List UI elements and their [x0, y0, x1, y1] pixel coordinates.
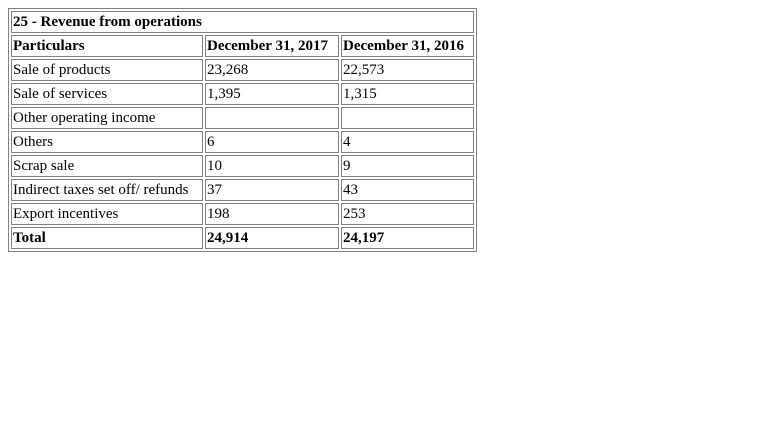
- row-label: Other operating income: [11, 107, 203, 129]
- value-2016: 253: [341, 203, 474, 225]
- column-header-2016: December 31, 2016: [341, 35, 474, 57]
- column-header-2017: December 31, 2017: [205, 35, 339, 57]
- value-2017: 37: [205, 179, 339, 201]
- total-label: Total: [11, 227, 203, 249]
- revenue-table: 25 - Revenue from operations Particulars…: [8, 8, 477, 252]
- row-label: Sale of products: [11, 59, 203, 81]
- table-row: Sale of services 1,395 1,315: [11, 83, 474, 105]
- table-row: Others 6 4: [11, 131, 474, 153]
- value-2017: 1,395: [205, 83, 339, 105]
- table-title: 25 - Revenue from operations: [11, 11, 474, 33]
- row-label: Export incentives: [11, 203, 203, 225]
- value-2017: 6: [205, 131, 339, 153]
- value-2016: 43: [341, 179, 474, 201]
- table-row: Scrap sale 10 9: [11, 155, 474, 177]
- total-2016: 24,197: [341, 227, 474, 249]
- row-label: Indirect taxes set off/ refunds: [11, 179, 203, 201]
- value-2016: [341, 107, 474, 129]
- value-2016: 4: [341, 131, 474, 153]
- value-2017: [205, 107, 339, 129]
- value-2017: 198: [205, 203, 339, 225]
- total-2017: 24,914: [205, 227, 339, 249]
- table-header-row: Particulars December 31, 2017 December 3…: [11, 35, 474, 57]
- row-label: Sale of services: [11, 83, 203, 105]
- value-2017: 10: [205, 155, 339, 177]
- value-2017: 23,268: [205, 59, 339, 81]
- table-row: Sale of products 23,268 22,573: [11, 59, 474, 81]
- column-header-particulars: Particulars: [11, 35, 203, 57]
- value-2016: 9: [341, 155, 474, 177]
- row-label: Scrap sale: [11, 155, 203, 177]
- total-row: Total 24,914 24,197: [11, 227, 474, 249]
- value-2016: 22,573: [341, 59, 474, 81]
- table-title-row: 25 - Revenue from operations: [11, 11, 474, 33]
- table-row: Other operating income: [11, 107, 474, 129]
- value-2016: 1,315: [341, 83, 474, 105]
- table-row: Indirect taxes set off/ refunds 37 43: [11, 179, 474, 201]
- table-row: Export incentives 198 253: [11, 203, 474, 225]
- row-label: Others: [11, 131, 203, 153]
